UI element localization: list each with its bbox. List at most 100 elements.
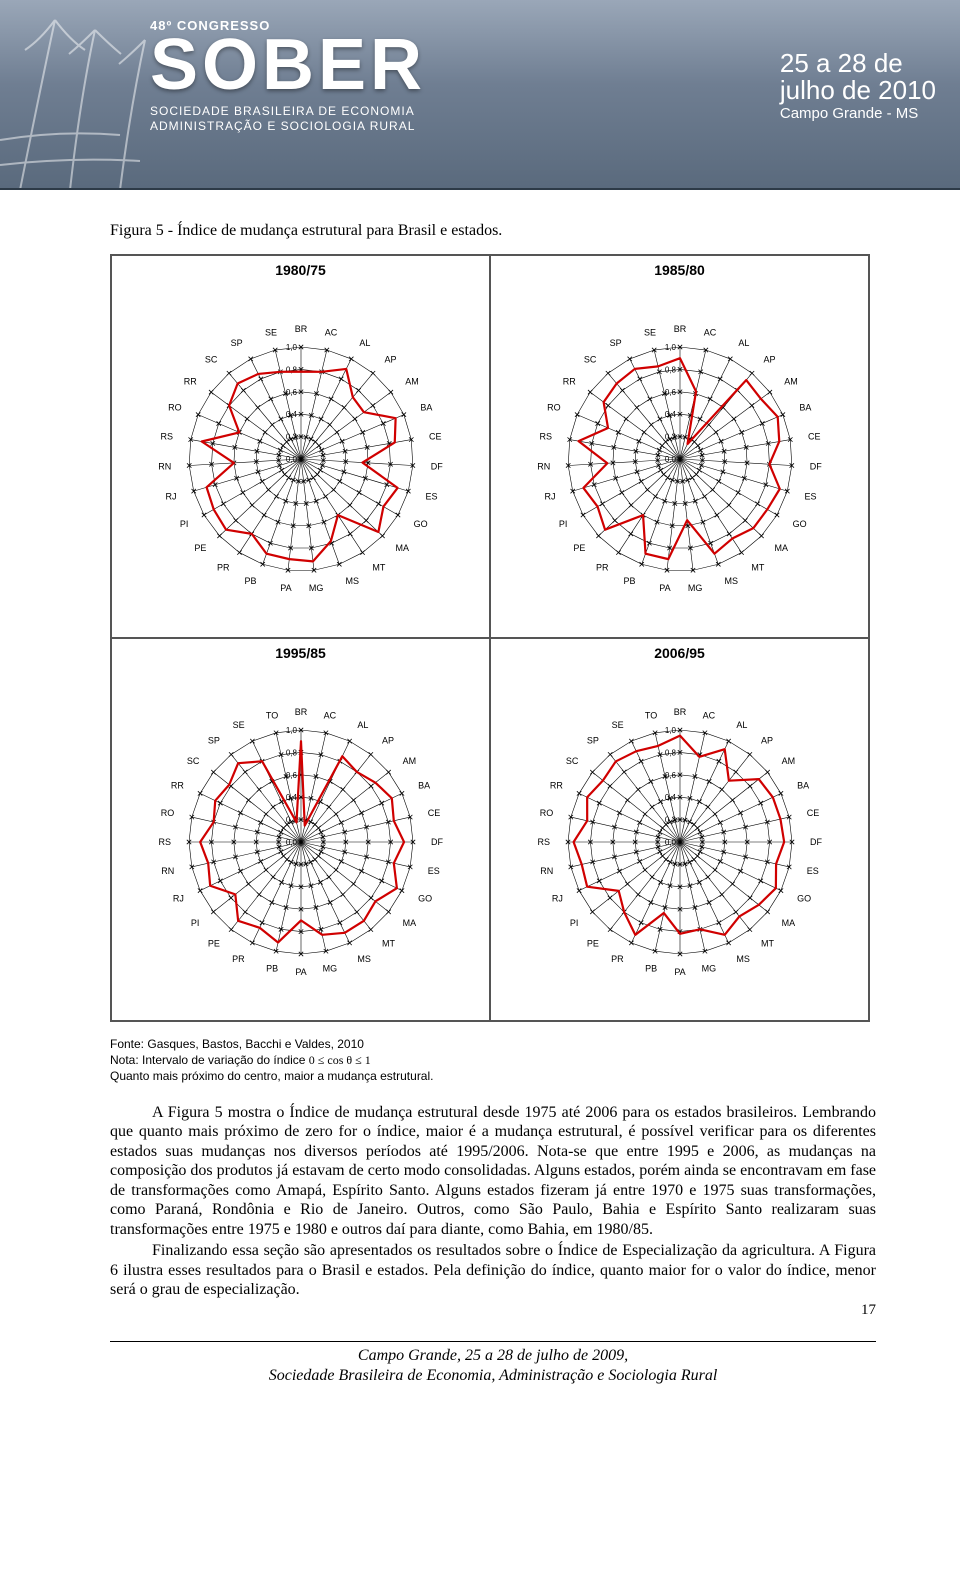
- chart-1980-75: 1980/75 0,00,20,40,60,81,0BRACALAPAMBACE…: [111, 255, 490, 638]
- svg-text:CE: CE: [808, 431, 821, 441]
- svg-text:RJ: RJ: [172, 893, 183, 903]
- svg-text:AM: AM: [405, 376, 419, 386]
- svg-text:MT: MT: [372, 563, 385, 573]
- svg-text:AC: AC: [703, 328, 716, 338]
- svg-text:RN: RN: [540, 866, 553, 876]
- svg-text:PA: PA: [659, 583, 670, 593]
- svg-text:RO: RO: [160, 808, 174, 818]
- chart-title: 1995/85: [275, 645, 326, 661]
- svg-text:0,0: 0,0: [664, 455, 676, 464]
- footer-separator: [110, 1341, 876, 1342]
- svg-text:AL: AL: [738, 338, 749, 348]
- svg-text:SE: SE: [644, 328, 656, 338]
- banner-subtitle-l1: SOCIEDADE BRASILEIRA DE ECONOMIA: [150, 104, 426, 120]
- svg-text:AL: AL: [359, 338, 370, 348]
- svg-text:MG: MG: [701, 964, 716, 974]
- paragraph-2: Finalizando essa seção são apresentados …: [110, 1241, 876, 1300]
- chart-2006-95: 2006/95 0,00,20,40,60,81,0BRACALAPAMBACE…: [490, 638, 869, 1021]
- svg-text:MA: MA: [395, 543, 409, 553]
- svg-text:RN: RN: [537, 462, 550, 472]
- svg-text:SP: SP: [230, 338, 242, 348]
- footer-l2: Sociedade Brasileira de Economia, Admini…: [110, 1366, 876, 1386]
- svg-text:PI: PI: [190, 918, 199, 928]
- svg-text:1,0: 1,0: [285, 343, 297, 352]
- svg-text:AC: AC: [323, 710, 336, 720]
- note-interval-pre: Nota: Intervalo de variação do índice: [110, 1053, 309, 1067]
- radar-chart: 0,00,20,40,60,81,0BRACALAPAMBACEDFESGOMA…: [505, 661, 855, 1016]
- banner-date-l3: Campo Grande - MS: [780, 105, 936, 122]
- svg-text:SC: SC: [583, 354, 596, 364]
- svg-text:CE: CE: [427, 808, 440, 818]
- note-source: Fonte: Gasques, Bastos, Bacchi e Valdes,…: [110, 1036, 876, 1052]
- svg-text:0,8: 0,8: [664, 365, 676, 374]
- svg-text:PI: PI: [569, 918, 578, 928]
- svg-text:AL: AL: [736, 720, 747, 730]
- svg-text:RJ: RJ: [544, 491, 555, 501]
- svg-text:BA: BA: [418, 781, 430, 791]
- banner-subtitle: SOCIEDADE BRASILEIRA DE ECONOMIA ADMINIS…: [150, 104, 426, 135]
- svg-text:1,0: 1,0: [664, 343, 676, 352]
- figure-notes: Fonte: Gasques, Bastos, Bacchi e Valdes,…: [110, 1036, 876, 1085]
- svg-text:MA: MA: [402, 918, 416, 928]
- svg-text:SP: SP: [609, 338, 621, 348]
- banner-dates: 25 a 28 de julho de 2010 Campo Grande - …: [780, 50, 936, 122]
- svg-text:RS: RS: [539, 431, 552, 441]
- svg-text:MS: MS: [736, 954, 750, 964]
- svg-text:PR: PR: [611, 954, 624, 964]
- svg-text:0,4: 0,4: [664, 793, 676, 802]
- svg-text:0,6: 0,6: [664, 771, 676, 780]
- svg-text:RO: RO: [168, 403, 182, 413]
- svg-text:RS: RS: [537, 837, 550, 847]
- svg-text:DF: DF: [431, 837, 443, 847]
- page-footer: Campo Grande, 25 a 28 de julho de 2009, …: [110, 1346, 876, 1386]
- svg-text:1,0: 1,0: [664, 726, 676, 735]
- svg-text:DF: DF: [809, 462, 821, 472]
- svg-text:MG: MG: [322, 964, 337, 974]
- svg-text:PB: PB: [645, 964, 657, 974]
- svg-text:MA: MA: [781, 918, 795, 928]
- paragraph-1: A Figura 5 mostra o Índice de mudança es…: [110, 1103, 876, 1240]
- svg-text:SC: SC: [186, 756, 199, 766]
- svg-text:ES: ES: [804, 491, 816, 501]
- svg-text:0,2: 0,2: [664, 433, 676, 442]
- svg-text:0,8: 0,8: [664, 748, 676, 757]
- svg-text:RR: RR: [549, 781, 562, 791]
- svg-text:SC: SC: [565, 756, 578, 766]
- svg-text:AP: AP: [382, 735, 394, 745]
- svg-text:PE: PE: [194, 543, 206, 553]
- chart-title: 2006/95: [654, 645, 705, 661]
- svg-text:AM: AM: [402, 756, 416, 766]
- svg-text:0,6: 0,6: [285, 771, 297, 780]
- svg-text:RN: RN: [161, 866, 174, 876]
- note-explain: Quanto mais próximo do centro, maior a m…: [110, 1068, 876, 1084]
- banner-subtitle-l2: ADMINISTRAÇÃO E SOCIOLOGIA RURAL: [150, 119, 426, 135]
- svg-text:PI: PI: [558, 519, 567, 529]
- svg-text:BR: BR: [673, 707, 686, 717]
- chart-title: 1985/80: [654, 262, 705, 278]
- svg-text:0,8: 0,8: [285, 365, 297, 374]
- svg-text:AM: AM: [781, 756, 795, 766]
- svg-text:BA: BA: [797, 781, 809, 791]
- svg-text:DF: DF: [810, 837, 822, 847]
- svg-text:BR: BR: [294, 324, 307, 334]
- svg-text:PR: PR: [232, 954, 245, 964]
- note-interval: Nota: Intervalo de variação do índice 0 …: [110, 1052, 876, 1068]
- svg-text:MT: MT: [751, 563, 764, 573]
- svg-text:BA: BA: [420, 403, 432, 413]
- svg-text:SE: SE: [232, 720, 244, 730]
- note-interval-math: 0 ≤ cos θ ≤ 1: [309, 1053, 371, 1067]
- svg-text:RJ: RJ: [551, 893, 562, 903]
- svg-text:0,0: 0,0: [664, 838, 676, 847]
- svg-text:SE: SE: [265, 328, 277, 338]
- svg-text:SP: SP: [207, 735, 219, 745]
- svg-text:PE: PE: [586, 939, 598, 949]
- svg-text:PR: PR: [596, 563, 609, 573]
- svg-text:MG: MG: [687, 583, 702, 593]
- svg-text:1,0: 1,0: [285, 726, 297, 735]
- svg-text:GO: GO: [797, 893, 811, 903]
- svg-text:TO: TO: [644, 710, 656, 720]
- svg-text:PB: PB: [244, 576, 256, 586]
- svg-text:0,2: 0,2: [285, 433, 297, 442]
- svg-text:RR: RR: [183, 376, 196, 386]
- svg-text:MS: MS: [357, 954, 371, 964]
